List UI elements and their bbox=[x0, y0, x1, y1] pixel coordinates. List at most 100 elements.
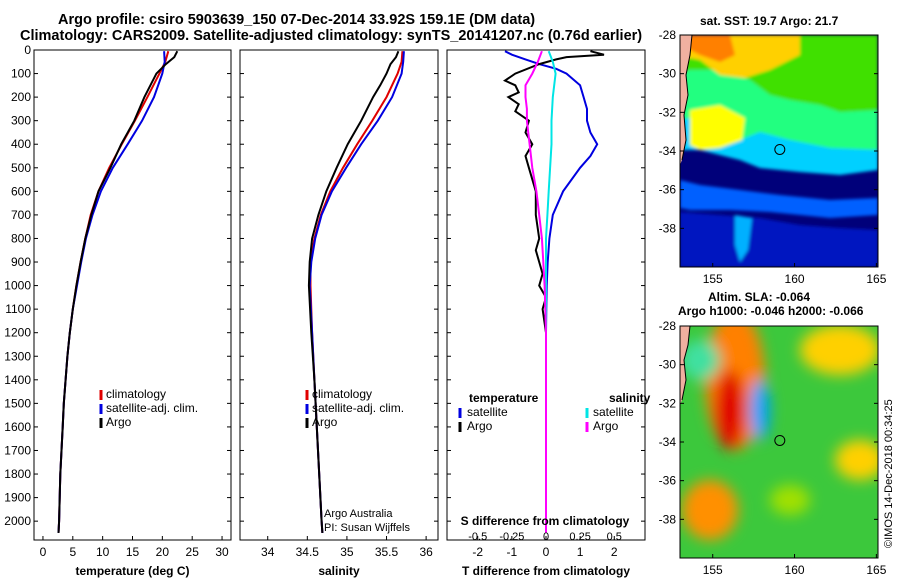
annotation-text: PI: Susan Wijffels bbox=[324, 522, 410, 534]
series-group bbox=[307, 50, 405, 533]
map-lat-label: -30 bbox=[659, 358, 677, 372]
map-lat-label: -38 bbox=[659, 221, 677, 235]
sst-field bbox=[680, 35, 878, 267]
map-lat-label: -28 bbox=[659, 319, 677, 333]
float-position-marker bbox=[774, 143, 786, 155]
x-tick-label: 1 bbox=[577, 545, 584, 559]
legend-label: Argo bbox=[106, 415, 132, 429]
map-lat-label: -38 bbox=[659, 512, 677, 526]
title-line-1: Argo profile: csiro 5903639_150 07-Dec-2… bbox=[58, 12, 536, 28]
x-tick-label: 35.5 bbox=[375, 545, 399, 559]
map-lat-label: -36 bbox=[659, 474, 677, 488]
annotation-text: Argo Australia bbox=[324, 508, 393, 520]
y-tick-label: 400 bbox=[11, 137, 31, 151]
x-axis-label: temperature (deg C) bbox=[75, 564, 189, 578]
y-tick-label: 1300 bbox=[4, 349, 31, 363]
secondary-tick-label: -0.5 bbox=[468, 531, 487, 543]
map-lon-label: 160 bbox=[785, 272, 805, 286]
y-tick-label: 1800 bbox=[4, 467, 31, 481]
coastline-land bbox=[680, 35, 692, 165]
x-tick-label: 25 bbox=[186, 545, 200, 559]
map-lat-label: -32 bbox=[659, 105, 677, 119]
y-tick-label: 300 bbox=[11, 114, 31, 128]
legend-label: satellite bbox=[593, 405, 634, 419]
sla-map: -28 -30 -32 -34 -36 -38 155 160 165 Altim. SLA: … bbox=[659, 290, 887, 577]
map-lon-label: 165 bbox=[866, 563, 886, 577]
map-lon-label: 165 bbox=[866, 272, 886, 286]
series-line-s-argo bbox=[524, 50, 547, 533]
legend-label: satellite-adj. clim. bbox=[312, 401, 404, 415]
series-line-argo bbox=[307, 50, 400, 533]
y-tick-label: 1400 bbox=[4, 373, 31, 387]
sst-map: -28 -30 -32 -34 -36 -38 155 160 165 sat. SST: 19… bbox=[659, 14, 887, 286]
float-position-marker bbox=[774, 434, 786, 446]
secondary-tick-label: 0.25 bbox=[569, 531, 590, 543]
sla-field bbox=[680, 326, 878, 540]
map-lat-label: -36 bbox=[659, 183, 677, 197]
legend-label: climatology bbox=[106, 387, 166, 401]
x-tick-label: 30 bbox=[215, 545, 229, 559]
y-tick-label: 600 bbox=[11, 184, 31, 198]
map-lat-label: -34 bbox=[659, 144, 677, 158]
x-tick-label: 0 bbox=[40, 545, 47, 559]
chart-panel-salinity: 34 34.5 35 35.5 36 salinity climatologysatelli… bbox=[239, 49, 439, 578]
series-group bbox=[502, 50, 605, 533]
map-lon-label: 155 bbox=[703, 272, 723, 286]
chart-panel-temperature: 0100200300400500600700800900100011001200… bbox=[4, 43, 232, 578]
map-lon-label: 155 bbox=[703, 563, 723, 577]
plot-frame bbox=[239, 49, 439, 541]
y-tick-label: 100 bbox=[11, 67, 31, 81]
legend-label: Argo bbox=[467, 419, 493, 433]
x-axis-label: salinity bbox=[318, 564, 360, 578]
secondary-tick-label: 0 bbox=[543, 531, 549, 543]
y-tick-label: 1900 bbox=[4, 491, 31, 505]
legend-label: Argo bbox=[312, 415, 338, 429]
x-tick-label: -2 bbox=[472, 545, 483, 559]
x-tick-label: -1 bbox=[507, 545, 518, 559]
y-tick-label: 500 bbox=[11, 161, 31, 175]
y-tick-label: 1100 bbox=[5, 302, 31, 316]
x-tick-label: 34.5 bbox=[296, 545, 320, 559]
y-tick-label: 0 bbox=[24, 43, 31, 57]
y-tick-label: 1600 bbox=[4, 420, 31, 434]
map-lat-label: -32 bbox=[659, 396, 677, 410]
x-tick-label: 10 bbox=[96, 545, 110, 559]
sst-map-title: sat. SST: 19.7 Argo: 21.7 bbox=[700, 14, 839, 28]
x-tick-label: 36 bbox=[419, 545, 433, 559]
legend-label: satellite bbox=[467, 405, 508, 419]
legend-title: temperature bbox=[469, 391, 539, 405]
y-tick-label: 1200 bbox=[4, 326, 31, 340]
x-tick-label: 0 bbox=[543, 545, 550, 559]
title-line-2: Climatology: CARS2009. Satellite-adjuste… bbox=[20, 28, 643, 44]
y-tick-label: 200 bbox=[11, 90, 31, 104]
legend-label: climatology bbox=[312, 387, 372, 401]
x-tick-label: 35 bbox=[340, 545, 354, 559]
x-axis-label: T difference from climatology bbox=[462, 564, 630, 578]
legend-title: salinity bbox=[609, 391, 651, 405]
imos-timestamp: ©IMOS 14-Dec-2018 00:34:25 bbox=[883, 399, 895, 548]
x-tick-label: 2 bbox=[611, 545, 618, 559]
x-tick-label: 20 bbox=[156, 545, 170, 559]
chart-panel-difference: -2 -1 0 1 2 T difference from climatology temp… bbox=[446, 49, 651, 578]
x-tick-label: 34 bbox=[261, 545, 275, 559]
y-tick-label: 700 bbox=[11, 208, 31, 222]
plot-frame bbox=[33, 49, 232, 541]
series-group bbox=[57, 50, 179, 533]
y-tick-label: 2000 bbox=[4, 514, 31, 528]
map-lat-label: -30 bbox=[659, 67, 677, 81]
legend-label: Argo bbox=[593, 419, 619, 433]
sla-map-title: Altim. SLA: -0.064 bbox=[708, 290, 810, 304]
y-tick-label: 800 bbox=[11, 231, 31, 245]
y-tick-label: 900 bbox=[11, 255, 31, 269]
y-tick-label: 1000 bbox=[4, 279, 31, 293]
sla-map-subtitle: Argo h1000: -0.046 h2000: -0.066 bbox=[678, 304, 864, 318]
x-tick-label: 15 bbox=[126, 545, 140, 559]
series-line-argo bbox=[57, 50, 179, 533]
secondary-tick-label: -0.25 bbox=[499, 531, 524, 543]
map-lat-label: -34 bbox=[659, 435, 677, 449]
y-tick-label: 1700 bbox=[4, 443, 31, 457]
y-tick-label: 1500 bbox=[4, 396, 31, 410]
legend-label: satellite-adj. clim. bbox=[106, 401, 198, 415]
x-tick-label: 5 bbox=[69, 545, 76, 559]
